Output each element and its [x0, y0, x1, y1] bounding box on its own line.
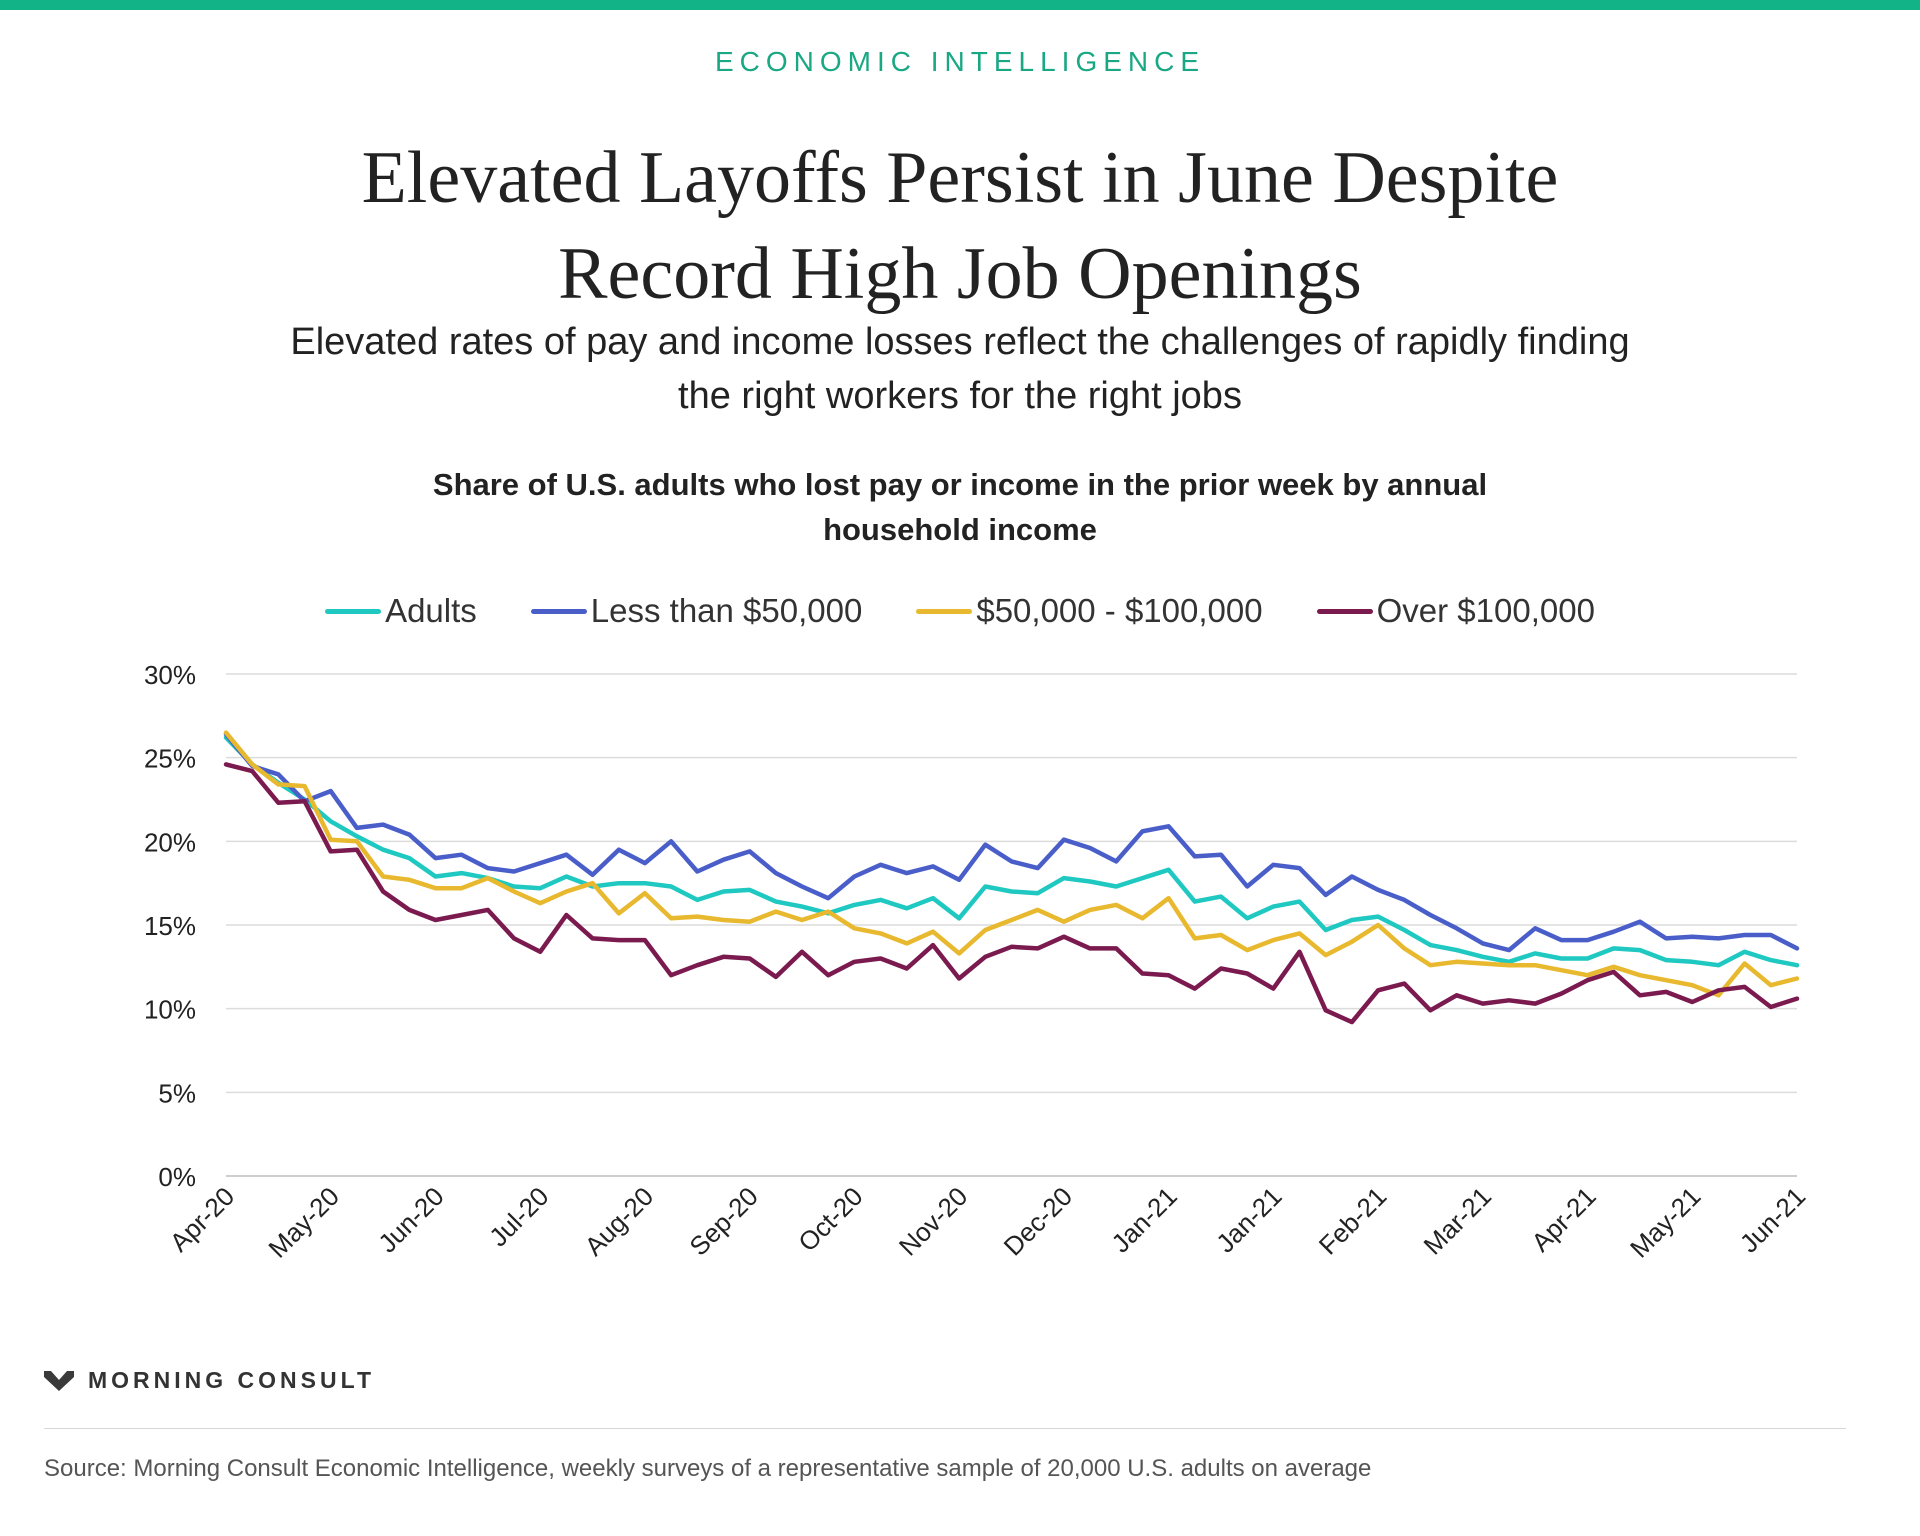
x-tick-label: May-21	[1624, 1181, 1707, 1264]
legend-item-adults: Adults	[325, 592, 477, 630]
chart-legend: Adults Less than $50,000 $50,000 - $100,…	[0, 588, 1920, 634]
top-accent-bar	[0, 0, 1920, 10]
x-tick-label: Nov-20	[893, 1181, 973, 1261]
y-tick-label: 10%	[144, 995, 196, 1025]
legend-swatch-50k-100k	[916, 608, 973, 614]
source-note: Source: Morning Consult Economic Intelli…	[44, 1455, 1372, 1482]
y-tick-label: 25%	[144, 744, 196, 774]
legend-swatch-less-than-50k	[530, 608, 587, 614]
chart-title: Share of U.S. adults who lost pay or inc…	[432, 467, 1488, 547]
legend-label-adults: Adults	[385, 592, 477, 629]
x-tick-label: May-20	[262, 1181, 345, 1264]
x-tick-label: Mar-21	[1418, 1181, 1497, 1260]
brand-logo: MORNING CONSULT	[44, 1362, 375, 1398]
series-line-adults	[223, 735, 1800, 968]
section-kicker: ECONOMIC INTELLIGENCE	[714, 46, 1206, 77]
legend-item-50k-100k: $50,000 - $100,000	[916, 592, 1263, 630]
x-tick-label: Jan-21	[1210, 1181, 1287, 1258]
x-tick-label: Feb-21	[1313, 1181, 1392, 1260]
morning-consult-logo-icon	[44, 1371, 74, 1391]
footer-divider	[44, 1428, 1846, 1429]
legend-item-less-than-50k: Less than $50,000	[530, 592, 863, 630]
y-tick-label: 20%	[144, 827, 196, 857]
page-title: Elevated Layoffs Persist in June Despite…	[361, 137, 1559, 315]
series-line-50k-100k	[223, 730, 1800, 998]
x-tick-label: Jun-21	[1734, 1181, 1811, 1258]
x-tick-label: Oct-20	[792, 1181, 868, 1257]
legend-label-50k-100k: $50,000 - $100,000	[976, 592, 1263, 629]
x-tick-label: Jan-21	[1105, 1181, 1182, 1258]
series-line-less-than-50k	[223, 731, 1800, 953]
x-tick-label: Aug-20	[579, 1181, 659, 1261]
x-tick-label: Sep-20	[683, 1181, 763, 1261]
brand-name: MORNING CONSULT	[88, 1366, 376, 1393]
y-tick-label: 5%	[158, 1078, 196, 1108]
series-line-over-100k	[223, 762, 1800, 1025]
page-subtitle: Elevated rates of pay and income losses …	[290, 321, 1630, 417]
x-tick-label: Apr-21	[1525, 1181, 1601, 1257]
x-tick-label: Jun-20	[372, 1181, 449, 1258]
x-tick-label: Dec-20	[998, 1181, 1078, 1261]
legend-swatch-adults	[325, 608, 382, 614]
legend-label-over-100k: Over $100,000	[1376, 592, 1595, 629]
legend-item-over-100k: Over $100,000	[1316, 592, 1595, 630]
legend-swatch-over-100k	[1316, 608, 1373, 614]
y-tick-label: 15%	[144, 911, 196, 941]
line-chart: 0% 5% 10% 15% 20% 25% 30% Apr-20 May-20 Jun-20 Jul…	[144, 660, 1811, 1264]
legend-label-less-than-50k: Less than $50,000	[590, 592, 863, 629]
x-tick-label: Jul-20	[483, 1181, 554, 1252]
x-tick-label: Apr-20	[164, 1181, 240, 1257]
y-tick-label: 0%	[158, 1162, 196, 1192]
y-tick-label: 30%	[144, 660, 196, 690]
